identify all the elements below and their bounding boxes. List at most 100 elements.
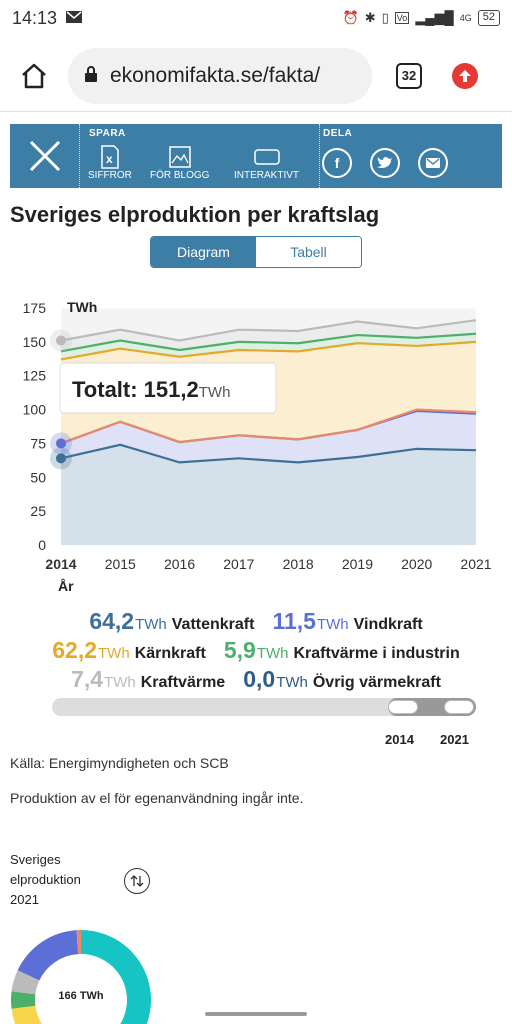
legend-value: 0,0	[243, 666, 276, 692]
range-start-label: 2014	[385, 732, 414, 747]
siffror-label: SIFFROR	[88, 170, 132, 181]
spara-label: SPARA	[89, 128, 126, 139]
legend-name: Vattenkraft	[171, 616, 255, 633]
slider-handle-end[interactable]	[444, 700, 474, 714]
donut-slice[interactable]	[76, 930, 81, 955]
close-button[interactable]	[10, 124, 80, 188]
donut-slice[interactable]	[10, 991, 36, 1009]
lock-icon	[84, 64, 98, 88]
legend-name: Övrig värmekraft	[312, 674, 441, 691]
save-blogg-button[interactable]: FÖR BLOGG	[150, 144, 209, 181]
donut-caption: Sveriges elproduktion 2021	[10, 852, 81, 907]
legend-unit: TWh	[98, 645, 130, 662]
facebook-icon: f	[334, 155, 340, 171]
legend-item-kraftvarme[interactable]: 7,4 TWh Kraftvärme	[71, 666, 225, 693]
range-end-label: 2021	[440, 732, 469, 747]
donut-slice[interactable]	[11, 1005, 111, 1024]
legend-value: 7,4	[71, 666, 104, 692]
excel-icon: x	[100, 144, 120, 170]
address-bar[interactable]: ekonomifakta.se/fakta/	[68, 47, 372, 104]
facebook-button[interactable]: f	[322, 148, 352, 178]
email-icon	[426, 158, 440, 168]
share-toolbar: SPARA x SIFFROR FÖR BLOGG INTERAKTIVT DE…	[10, 124, 502, 188]
x-tick-label: 2019	[342, 556, 373, 572]
note-text: Produktion av el för egenanvändning ingå…	[10, 790, 304, 806]
chart-tooltip: Totalt: 151,2TWh	[59, 362, 277, 414]
embed-icon	[253, 144, 280, 170]
legend-value: 5,9	[223, 637, 256, 663]
area-kraftvärme	[61, 320, 476, 352]
twitter-icon	[377, 156, 392, 169]
save-siffror-button[interactable]: x SIFFROR	[88, 144, 132, 181]
legend-unit: TWh	[256, 645, 289, 662]
view-toggle: Diagram Tabell	[150, 236, 362, 268]
tab-switcher-button[interactable]: 32	[396, 62, 422, 89]
page-title: Sveriges elproduktion per kraftslag	[10, 202, 380, 227]
swap-icon	[130, 875, 144, 887]
twitter-button[interactable]	[370, 148, 400, 178]
legend-value: 11,5	[272, 608, 316, 634]
interaktivt-label: INTERAKTIVT	[234, 170, 300, 181]
vibrate-icon: ▯	[381, 10, 389, 25]
status-icons: ⏰ ✱ ▯ Vo ▂▄▆█ 4G 52	[343, 10, 500, 26]
y-tick-label: 0	[38, 537, 46, 553]
volte-icon: Vo	[394, 12, 410, 24]
arrow-up-icon	[459, 69, 471, 82]
legend-item-vattenkraft[interactable]: 64,2 TWh Vattenkraft	[89, 608, 254, 635]
save-interaktivt-button[interactable]: INTERAKTIVT	[234, 144, 299, 181]
x-tick-label: 2018	[283, 556, 314, 572]
x-tick-label: 2020	[401, 556, 432, 572]
y-tick-label: 25	[30, 503, 46, 519]
legend-item-vindkraft[interactable]: 11,5 TWh Vindkraft	[272, 608, 422, 635]
donut-chart[interactable]: 166 TWh	[10, 925, 160, 1024]
highlight-point	[56, 453, 66, 464]
swap-button[interactable]	[124, 868, 150, 894]
y-tick-label: 50	[30, 469, 46, 485]
highlight-point	[56, 335, 66, 346]
y-tick-label: 125	[23, 368, 47, 384]
legend-item-karnkraft[interactable]: 62,2 TWh Kärnkraft	[52, 637, 206, 664]
email-button[interactable]	[418, 148, 448, 178]
x-tick-label: 2016	[164, 556, 195, 572]
legend-item-ovrig-varmekraft[interactable]: 0,0 TWh Övrig värmekraft	[243, 666, 441, 693]
mail-icon	[65, 8, 83, 29]
series-line	[60, 332, 477, 353]
series-line	[60, 340, 477, 361]
series-line	[60, 408, 477, 445]
legend-item-kraftvarme-industri[interactable]: 5,9 TWh Kraftvärme i industrin	[224, 637, 460, 664]
legend-name: Vindkraft	[353, 616, 423, 633]
area-kraftvärme-i-industrin	[61, 333, 476, 360]
gesture-bar	[205, 1012, 307, 1016]
svg-text:x: x	[106, 152, 113, 166]
tab-diagram[interactable]: Diagram	[151, 237, 256, 267]
source-text: Källa: Energimyndigheten och SCB	[10, 755, 229, 771]
legend-unit: TWh	[316, 616, 349, 633]
y-tick-label: 175	[23, 300, 47, 316]
blogg-label: FÖR BLOGG	[150, 170, 210, 181]
url-text: ekonomifakta.se/fakta/	[110, 63, 321, 87]
legend-name: Kraftvärme i industrin	[293, 645, 460, 662]
image-icon	[168, 144, 191, 170]
network-type: 4G	[459, 13, 472, 23]
slider-handle-start[interactable]	[388, 700, 418, 714]
legend-value: 64,2	[89, 608, 135, 634]
legend-name: Kraftvärme	[140, 674, 226, 691]
home-button[interactable]	[12, 54, 56, 98]
donut-slice[interactable]	[17, 930, 79, 981]
series-line	[60, 443, 477, 464]
browser-toolbar: ekonomifakta.se/fakta/ 32	[0, 40, 512, 112]
x-axis-label: År	[58, 578, 74, 594]
tab-tabell[interactable]: Tabell	[256, 237, 361, 267]
tooltip-box	[59, 362, 277, 414]
y-tick-label: 150	[23, 334, 47, 350]
donut-slice[interactable]	[11, 970, 40, 995]
update-button[interactable]	[452, 62, 478, 89]
donut-slice[interactable]	[81, 930, 151, 1024]
legend-value: 62,2	[52, 637, 98, 663]
legend-row: 62,2 TWh Kärnkraft 5,9 TWh Kraftvärme i …	[0, 637, 512, 666]
stacked-area-chart[interactable]: 0 25 50 75 100 125 150 175 2014 2015 2016 2017 2018 2…	[0, 290, 512, 600]
home-icon	[22, 63, 46, 88]
year-range-slider[interactable]	[52, 698, 476, 716]
signal-icon: ▂▄▆█	[415, 10, 454, 25]
area-vattenkraft	[61, 444, 476, 545]
